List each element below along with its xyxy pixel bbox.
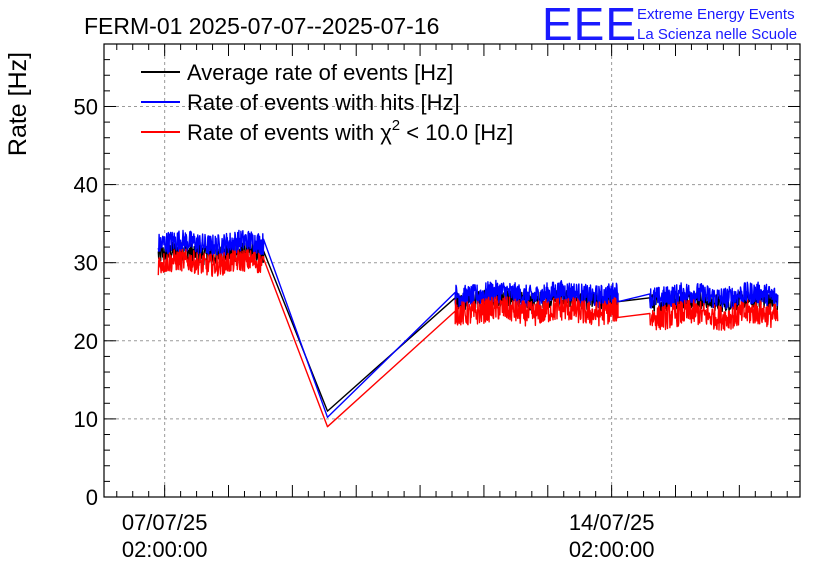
- logo-line-1: Extreme Energy Events: [637, 6, 795, 23]
- x-tick-label-time: 02:00:00: [122, 537, 208, 562]
- y-tick-label: 0: [86, 485, 98, 510]
- x-tick-label-date: 07/07/25: [122, 510, 208, 535]
- x-tick-label-date: 14/07/25: [569, 510, 655, 535]
- legend: Average rate of events [Hz] Rate of event…: [141, 60, 513, 145]
- y-tick-label: 40: [74, 173, 98, 198]
- series-line-3: [157, 248, 779, 428]
- y-tick-label: 30: [74, 251, 98, 276]
- chart-title: FERM-01 2025-07-07--2025-07-16: [84, 13, 439, 39]
- y-axis-label: Rate [Hz]: [4, 52, 32, 156]
- y-tick-label: 10: [74, 407, 98, 432]
- y-tick-label: 50: [74, 94, 98, 119]
- series-line-1: [157, 240, 779, 412]
- x-tick-label-time: 02:00:00: [569, 537, 655, 562]
- series-line-2: [157, 229, 779, 418]
- legend-label-3: Rate of events with χ2 < 10.0 [Hz]: [187, 117, 513, 145]
- y-tick-label: 20: [74, 329, 98, 354]
- legend-label-2: Rate of events with hits [Hz]: [187, 90, 460, 115]
- legend-label-1: Average rate of events [Hz]: [187, 60, 453, 85]
- eee-logo: EEE: [542, 0, 637, 50]
- logo-line-2: La Scienza nelle Scuole: [637, 26, 797, 43]
- axes: 0102030405007/07/2502:00:0014/07/2502:00…: [74, 43, 801, 562]
- series-layer: [157, 229, 779, 428]
